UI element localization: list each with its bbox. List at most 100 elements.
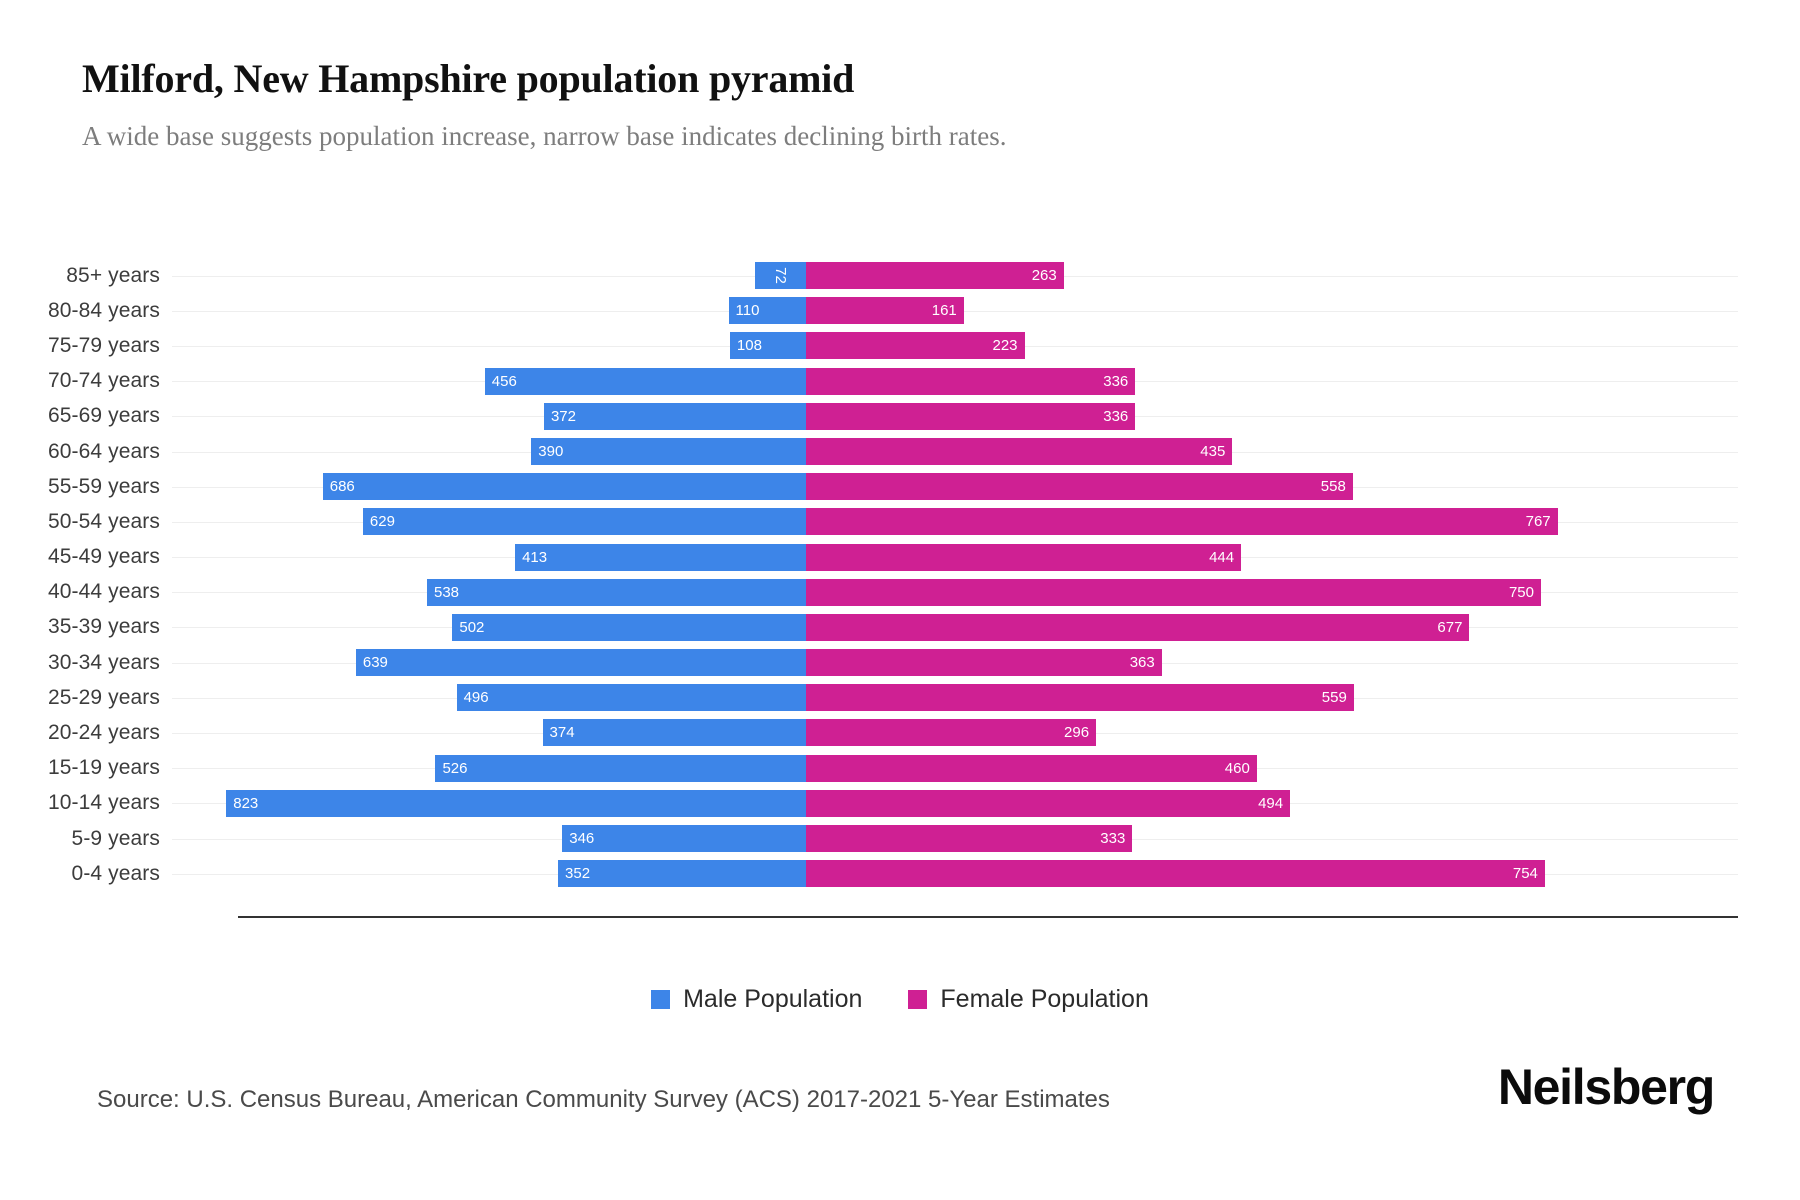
- female-bar[interactable]: 336: [806, 402, 1136, 430]
- female-bar-value: 435: [1200, 442, 1226, 460]
- chart-header: Milford, New Hampshire population pyrami…: [0, 0, 1800, 152]
- female-bar[interactable]: 558: [806, 473, 1353, 501]
- age-group-label: 20-24 years: [48, 721, 160, 745]
- bar-track: 372 336: [172, 399, 1800, 434]
- female-bar[interactable]: 559: [806, 684, 1354, 712]
- age-group-label: 60-64 years: [48, 439, 160, 463]
- female-bar[interactable]: 750: [806, 578, 1541, 606]
- pyramid-row: 35-39 years 502 677: [0, 610, 1800, 645]
- female-bar[interactable]: 494: [806, 789, 1291, 817]
- bar-track: 496 559: [172, 680, 1800, 715]
- bar-track: 686 558: [172, 469, 1800, 504]
- bar-track: 374 296: [172, 715, 1800, 750]
- age-group-label: 5-9 years: [71, 826, 160, 850]
- male-bar[interactable]: 629: [362, 508, 806, 536]
- legend-item[interactable]: Male Population: [651, 985, 862, 1014]
- male-bar[interactable]: 823: [226, 789, 806, 817]
- female-bar[interactable]: 161: [806, 297, 964, 325]
- female-bar-value: 750: [1508, 583, 1534, 601]
- male-bar-value: 110: [735, 302, 760, 320]
- male-bar[interactable]: 110: [728, 297, 806, 325]
- pyramid-row: 30-34 years 639 363: [0, 645, 1800, 680]
- population-pyramid-plot: 85+ years 72 263 80-84 years 110 161 75-79 yea…: [0, 258, 1800, 918]
- female-bar[interactable]: 677: [806, 613, 1470, 641]
- bar-track: 108 223: [172, 328, 1800, 363]
- bar-track: 456 336: [172, 364, 1800, 399]
- bar-track: 502 677: [172, 610, 1800, 645]
- female-bar[interactable]: 435: [806, 437, 1233, 465]
- male-bar[interactable]: 456: [484, 367, 806, 395]
- female-bar[interactable]: 296: [806, 719, 1097, 747]
- male-bar-value: 372: [550, 407, 576, 425]
- male-bar[interactable]: 72: [755, 262, 806, 289]
- male-bar-value: 390: [538, 442, 564, 460]
- female-bar[interactable]: 754: [806, 860, 1545, 888]
- male-bar[interactable]: 346: [562, 825, 806, 852]
- male-bar-value: 352: [565, 865, 591, 883]
- male-bar[interactable]: 526: [435, 754, 806, 782]
- male-bar[interactable]: 390: [531, 437, 806, 465]
- female-bar[interactable]: 263: [806, 262, 1064, 289]
- pyramid-row: 5-9 years 346 333: [0, 821, 1800, 856]
- female-bar-value: 161: [931, 302, 957, 320]
- male-bar-value: 639: [362, 654, 388, 672]
- male-bar[interactable]: 686: [322, 473, 806, 501]
- pyramid-row: 60-64 years 390 435: [0, 434, 1800, 469]
- bar-track: 346 333: [172, 821, 1800, 856]
- female-bar[interactable]: 363: [806, 649, 1162, 677]
- female-bar-value: 559: [1321, 689, 1347, 707]
- age-group-label: 40-44 years: [48, 580, 160, 604]
- male-bar-value: 538: [434, 583, 460, 601]
- male-bar[interactable]: 413: [515, 543, 806, 571]
- male-bar[interactable]: 352: [558, 860, 806, 888]
- male-bar-value: 823: [233, 794, 259, 812]
- male-bar[interactable]: 538: [427, 578, 806, 606]
- female-bar[interactable]: 223: [806, 332, 1025, 360]
- pyramid-row: 55-59 years 686 558: [0, 469, 1800, 504]
- age-group-label: 85+ years: [66, 263, 160, 287]
- bar-track: 72 263: [172, 258, 1800, 293]
- pyramid-row: 40-44 years 538 750: [0, 575, 1800, 610]
- pyramid-row: 50-54 years 629 767: [0, 504, 1800, 539]
- female-bar[interactable]: 336: [806, 367, 1136, 395]
- male-bar[interactable]: 496: [456, 684, 806, 712]
- female-bar[interactable]: 460: [806, 754, 1257, 782]
- bar-track: 639 363: [172, 645, 1800, 680]
- female-bar-value: 223: [992, 337, 1018, 355]
- female-bar[interactable]: 767: [806, 508, 1558, 536]
- male-bar[interactable]: 502: [452, 613, 806, 641]
- bar-track: 110 161: [172, 293, 1800, 328]
- female-bar-value: 263: [1031, 267, 1057, 284]
- male-bar[interactable]: 108: [729, 332, 806, 360]
- male-bar[interactable]: 639: [355, 649, 806, 677]
- female-bar-value: 558: [1320, 478, 1346, 496]
- legend-item[interactable]: Female Population: [908, 985, 1149, 1014]
- age-group-label: 65-69 years: [48, 404, 160, 428]
- female-bar[interactable]: 444: [806, 543, 1242, 571]
- male-bar-value: 346: [569, 830, 595, 847]
- page-title: Milford, New Hampshire population pyrami…: [82, 56, 855, 101]
- male-bar-value: 686: [329, 478, 355, 496]
- female-bar[interactable]: 333: [806, 825, 1133, 852]
- female-bar-value: 336: [1103, 372, 1129, 390]
- square-swatch-female-icon: [908, 990, 928, 1009]
- male-bar-value: 526: [442, 759, 468, 777]
- male-bar[interactable]: 374: [542, 719, 806, 747]
- age-group-label: 70-74 years: [48, 369, 160, 393]
- male-bar[interactable]: 372: [543, 402, 806, 430]
- age-group-label: 50-54 years: [48, 509, 160, 533]
- bar-track: 629 767: [172, 504, 1800, 539]
- pyramid-row: 75-79 years 108 223: [0, 328, 1800, 363]
- pyramid-row: 70-74 years 456 336: [0, 364, 1800, 399]
- female-bar-value: 754: [1512, 865, 1538, 883]
- pyramid-row: 45-49 years 413 444: [0, 540, 1800, 575]
- female-bar-value: 333: [1100, 830, 1126, 847]
- male-bar-value: 456: [491, 372, 517, 390]
- male-bar-value: 413: [522, 548, 548, 566]
- pyramid-row: 10-14 years 823 494: [0, 786, 1800, 821]
- male-bar-value: 502: [459, 618, 485, 636]
- age-group-label: 75-79 years: [48, 333, 160, 357]
- bar-track: 823 494: [172, 786, 1800, 821]
- pyramid-row: 25-29 years 496 559: [0, 680, 1800, 715]
- bar-track: 413 444: [172, 540, 1800, 575]
